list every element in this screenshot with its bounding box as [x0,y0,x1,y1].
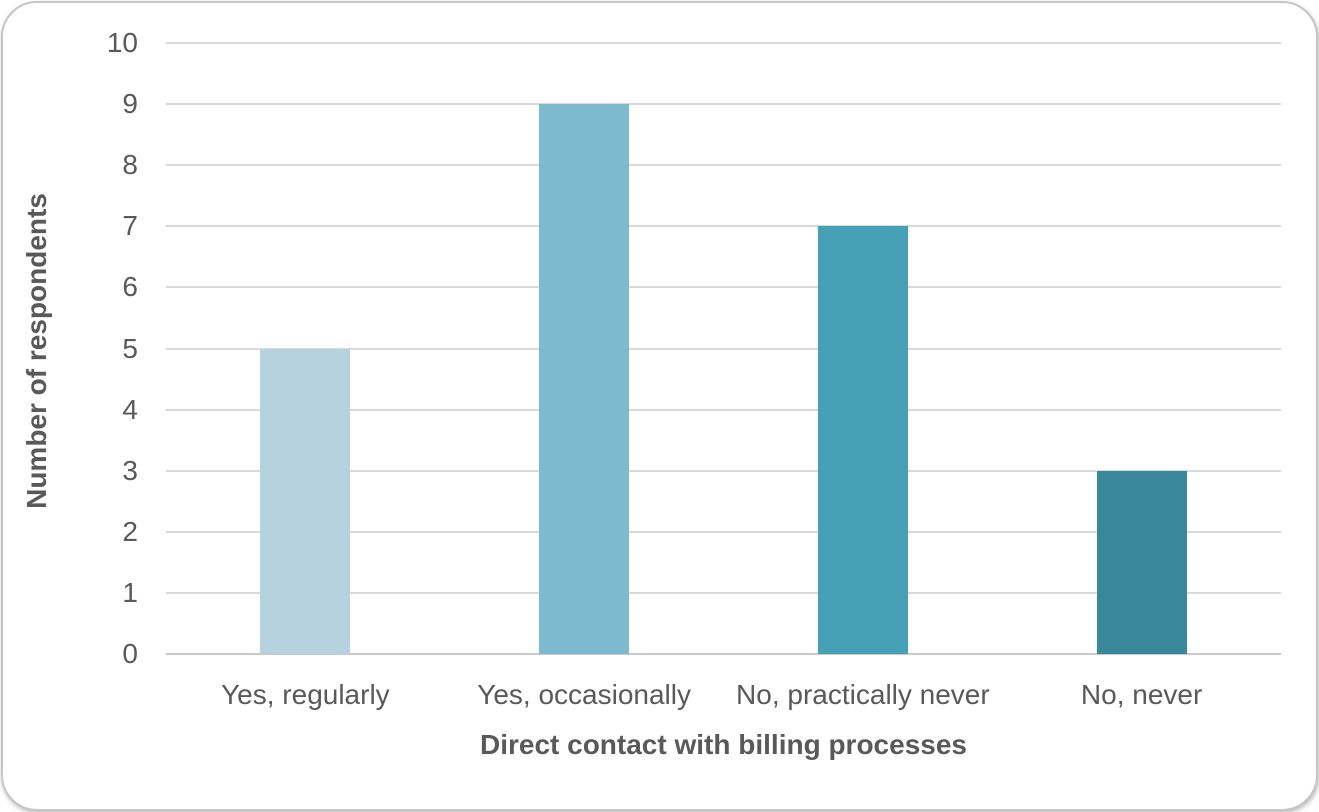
y-tick-label-8: 8 [122,149,138,181]
gridline-y-4 [166,408,1281,411]
gridline-y-10 [166,42,1281,44]
gridline-y-1 [166,591,1281,594]
y-tick-label-9: 9 [122,88,138,120]
y-tick-label-0: 0 [122,638,138,669]
gridline-y-7 [166,225,1281,228]
bar-3 [817,226,908,654]
bar-2 [539,104,630,654]
x-axis-line [166,653,1281,655]
y-tick-label-5: 5 [122,332,138,364]
category-label-2: Yes, occasionally [477,679,691,710]
bar-1 [260,348,351,654]
y-tick-label-2: 2 [122,515,138,547]
bar-4 [1096,470,1187,654]
gridline-y-3 [166,469,1281,472]
gridline-y-5 [166,347,1281,350]
category-label-3: No, practically never [736,679,990,710]
y-tick-label-10: 10 [106,27,138,58]
category-label-1: Yes, regularly [221,679,390,710]
x-axis-title: Direct contact with billing processes [479,729,967,760]
gridline-y-8 [166,164,1281,167]
y-axis-title: Number of respondents [21,193,52,509]
gridline-y-9 [166,103,1281,106]
y-tick-label-1: 1 [122,576,138,608]
y-tick-label-6: 6 [122,271,138,303]
y-tick-label-7: 7 [122,210,138,242]
gridline-y-6 [166,286,1281,289]
y-tick-label-4: 4 [122,393,138,425]
category-label-4: No, never [1080,679,1203,710]
gridline-y-2 [166,530,1281,533]
y-tick-label-3: 3 [122,454,138,486]
